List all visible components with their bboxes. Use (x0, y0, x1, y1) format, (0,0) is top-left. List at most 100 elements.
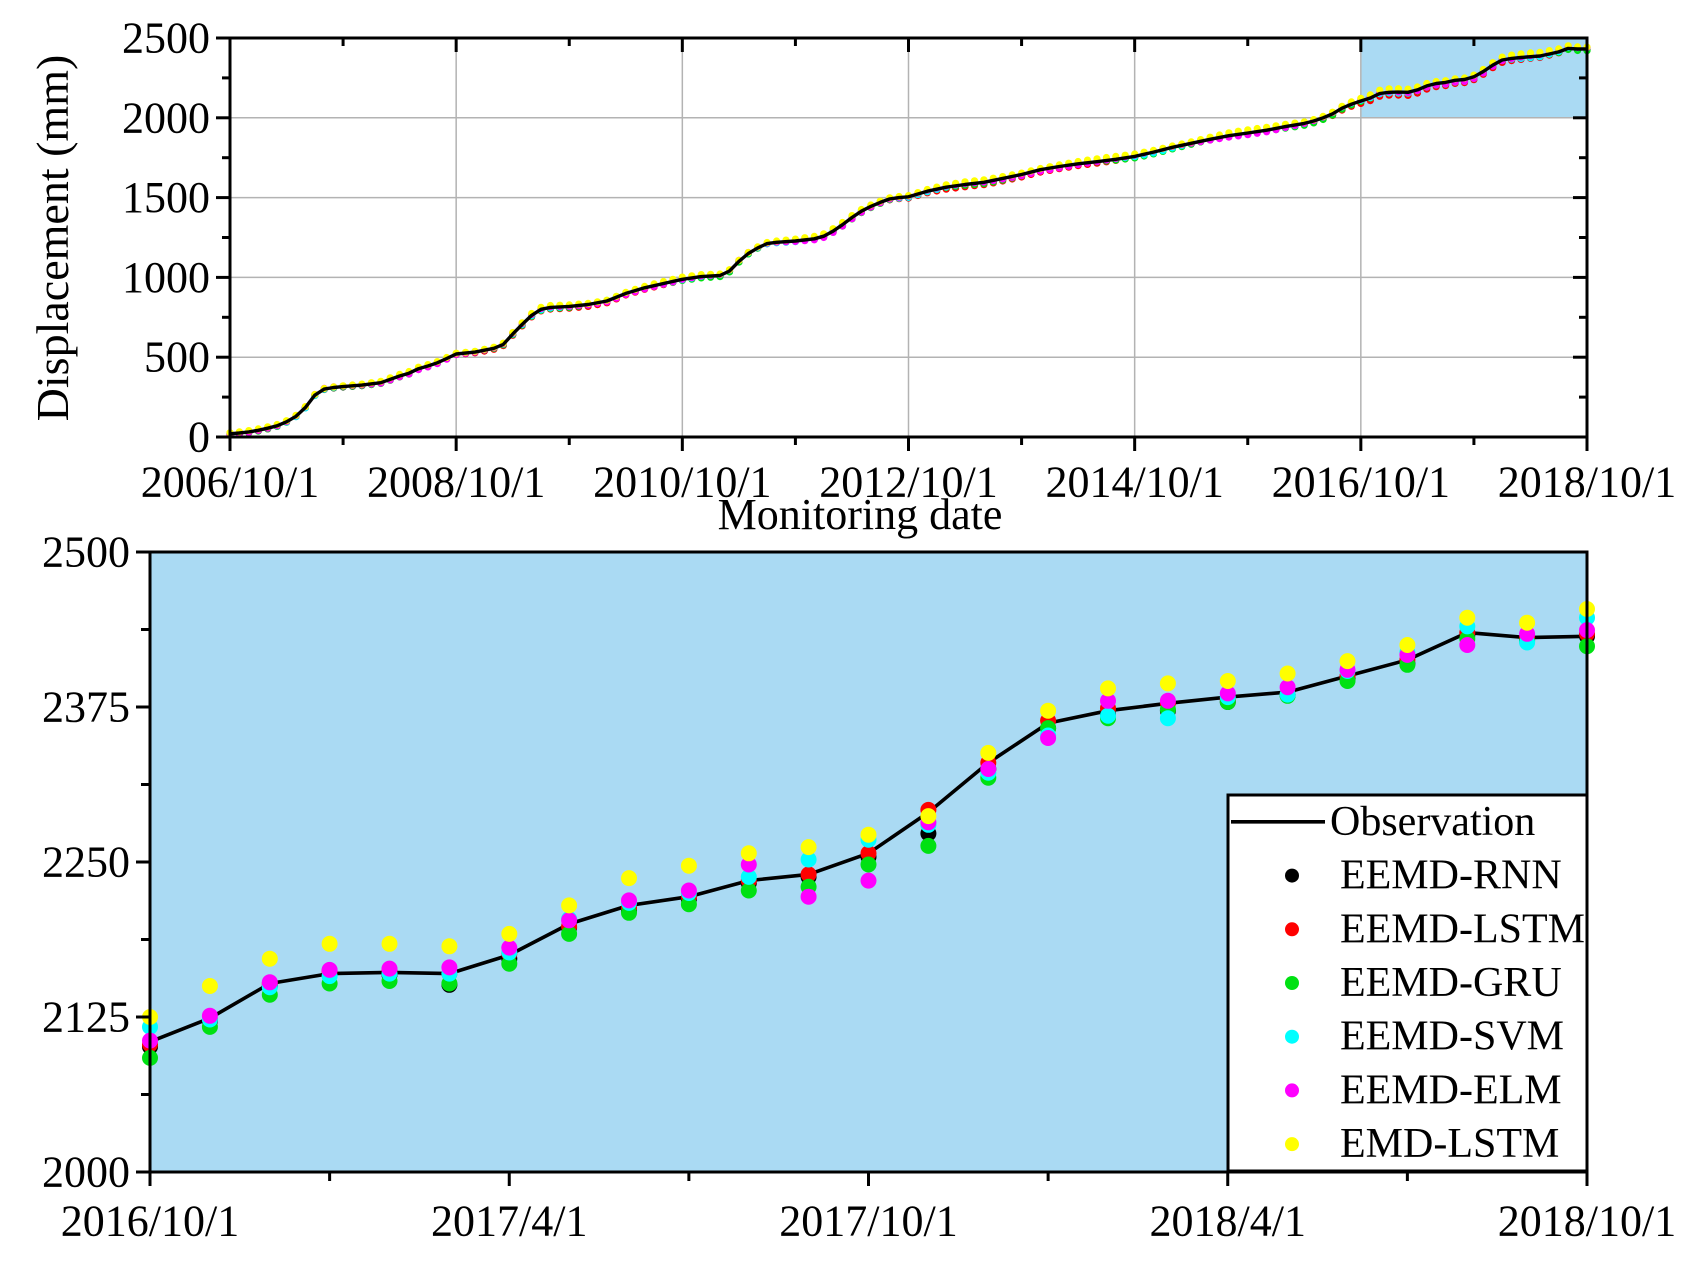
data-dot (1159, 692, 1176, 709)
data-dot (381, 935, 398, 952)
data-dot (860, 826, 877, 843)
top-observation-line (229, 46, 1588, 436)
bottom-y-tick-label: 2500 (42, 528, 130, 577)
data-dot (980, 761, 997, 777)
legend-entry-EEMD-SVM: EEMD-SVM (1285, 1014, 1564, 1060)
legend-entry-EEMD-RNN: EEMD-RNN (1285, 853, 1562, 899)
bottom-x-tick-label: 2017/4/1 (431, 1197, 587, 1246)
data-dot (800, 888, 817, 905)
top-x-tick-label: 2014/10/1 (1045, 458, 1223, 507)
legend-label: EMD-LSTM (1340, 1121, 1559, 1167)
legend-label: EEMD-ELM (1340, 1067, 1562, 1113)
legend-label: EEMD-LSTM (1340, 906, 1585, 952)
top-panel: 0 500 1000 1500 2000 2500 2006/10/1 2008/10/1 20… (122, 14, 1676, 507)
data-dot (1100, 680, 1116, 697)
top-y-tick-label: 500 (144, 333, 210, 382)
data-dot (1219, 685, 1236, 702)
data-dot (381, 960, 398, 977)
bottom-x-tick-label: 2018/4/1 (1150, 1197, 1306, 1246)
data-dot (1159, 710, 1176, 727)
bottom-scatter-EMD-LSTM (142, 601, 1595, 1025)
top-x-tick-label: 2010/10/1 (593, 458, 771, 507)
data-dot (1339, 653, 1356, 670)
data-dot (261, 974, 278, 991)
data-dot (1459, 609, 1476, 626)
data-dot (501, 939, 518, 956)
data-dot (501, 925, 518, 942)
top-y-tick-label: 0 (188, 413, 210, 462)
data-dot (261, 950, 278, 967)
data-dot (740, 882, 757, 899)
bottom-y-tick-label: 2250 (42, 838, 130, 887)
data-dot (1519, 614, 1536, 631)
y-axis-title: Displacement (mm) (27, 54, 78, 422)
data-dot (740, 845, 757, 862)
legend: Observation EEMD-RNN EEMD-LSTM EEMD-GRU EEMD… (1226, 793, 1589, 1173)
data-dot (680, 896, 697, 913)
data-dot (860, 872, 877, 889)
legend-label: EEMD-SVM (1340, 1014, 1564, 1060)
top-gridlines (230, 38, 1587, 437)
data-dot (621, 870, 637, 887)
data-dot (201, 978, 218, 994)
legend-label: EEMD-RNN (1340, 853, 1562, 899)
data-dot (980, 744, 997, 761)
x-axis-title: Monitoring date (717, 490, 1003, 539)
legend-dot-marker (1285, 1083, 1299, 1098)
data-dot (1399, 637, 1416, 653)
legend-entry-Observation: Observation (1231, 799, 1535, 845)
legend-label: EEMD-GRU (1340, 960, 1562, 1006)
data-dot (501, 955, 518, 972)
top-x-tick-label: 2016/10/1 (1272, 458, 1450, 507)
data-dot (1526, 49, 1535, 57)
data-dot (1519, 625, 1536, 642)
bottom-x-tick-label: 2016/10/1 (61, 1197, 239, 1246)
bottom-y-tick-label: 2000 (42, 1148, 130, 1197)
data-dot (680, 882, 697, 899)
legend-entry-EEMD-GRU: EEMD-GRU (1285, 960, 1562, 1006)
data-dot (1459, 637, 1476, 653)
bottom-x-tick-label: 2018/10/1 (1498, 1197, 1676, 1246)
bottom-y-tick-label: 2375 (42, 683, 130, 732)
data-dot (800, 866, 817, 883)
bottom-x-tick-label: 2017/10/1 (779, 1197, 957, 1246)
data-dot (1279, 665, 1296, 682)
data-dot (800, 851, 817, 868)
legend-dot-marker (1285, 868, 1299, 883)
data-dot (441, 959, 458, 976)
data-dot (1100, 692, 1116, 709)
bottom-y-tick-label: 2125 (42, 993, 130, 1042)
data-dot (561, 912, 578, 929)
data-dot (321, 935, 338, 952)
bottom-ticks (136, 550, 1589, 1186)
legend-entry-EMD-LSTM: EMD-LSTM (1285, 1121, 1559, 1167)
top-y-tick-label: 2000 (122, 93, 210, 142)
legend-entry-EEMD-LSTM: EEMD-LSTM (1285, 906, 1585, 952)
top-ticks (216, 36, 1589, 451)
data-dot (1159, 675, 1176, 692)
data-dot (321, 961, 338, 978)
top-y-tick-label: 2500 (122, 14, 210, 63)
data-dot (1100, 707, 1116, 724)
data-dot (800, 839, 817, 856)
top-x-tick-label: 2006/10/1 (141, 458, 319, 507)
data-dot (860, 845, 877, 862)
legend-label: Observation (1330, 799, 1535, 845)
data-dot (1219, 673, 1236, 689)
data-dot (621, 892, 637, 909)
legend-dot-marker (1285, 1029, 1299, 1044)
data-dot (1040, 730, 1057, 746)
data-dot (201, 1007, 218, 1024)
top-y-tick-label: 1500 (122, 173, 210, 222)
data-dot (920, 808, 937, 825)
top-x-tick-label: 2008/10/1 (367, 458, 545, 507)
data-dot (740, 868, 757, 885)
data-dot (441, 938, 458, 955)
data-dot (920, 837, 937, 854)
data-dot (561, 897, 578, 914)
legend-dot-marker (1285, 976, 1299, 990)
data-dot (1279, 679, 1296, 696)
data-dot (680, 857, 697, 874)
